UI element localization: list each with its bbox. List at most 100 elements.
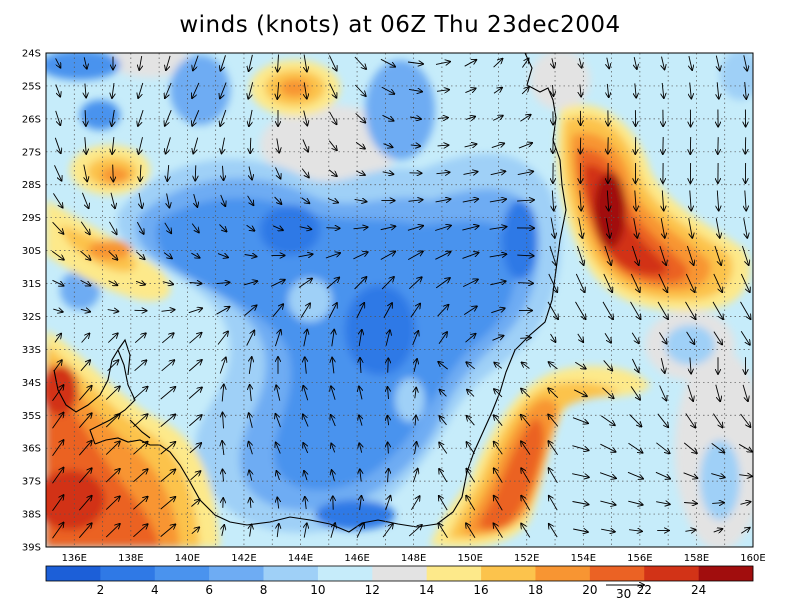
wind-arrow xyxy=(380,58,395,66)
wind-arrow xyxy=(388,443,389,454)
wind-arrow xyxy=(438,332,447,345)
wind-arrow xyxy=(250,498,251,508)
wind-arrow xyxy=(304,82,307,98)
wind-arrow xyxy=(328,303,337,319)
wind-arrow xyxy=(55,110,61,125)
wind-arrow xyxy=(605,218,610,238)
wind-arrow xyxy=(330,523,335,538)
wind-arrow xyxy=(332,330,334,347)
wind-arrow xyxy=(713,331,722,345)
wind-arrow xyxy=(188,308,202,314)
wind-arrow xyxy=(436,172,450,173)
wind-arrow xyxy=(359,443,361,453)
wind-arrow xyxy=(134,333,146,344)
wind-arrow xyxy=(140,164,141,181)
wind-arrow xyxy=(518,143,532,149)
wind-arrow xyxy=(688,218,693,238)
wind-arrow xyxy=(631,245,638,265)
wind-arrow xyxy=(220,109,227,126)
wind-arrow xyxy=(600,443,615,452)
wind-arrow xyxy=(741,528,749,534)
wind-arrow xyxy=(165,82,172,98)
wind-arrow xyxy=(604,245,611,265)
wind-arrow xyxy=(492,116,503,121)
wind-arrow xyxy=(602,387,613,398)
wind-arrow xyxy=(136,221,143,234)
wind-arrow xyxy=(85,137,86,154)
wind-arrow xyxy=(105,414,120,428)
wind-arrow xyxy=(163,252,172,259)
wind-arrow xyxy=(249,470,252,481)
wind-arrow xyxy=(549,524,558,538)
wind-arrow xyxy=(657,301,668,319)
wind-arrow xyxy=(494,523,503,538)
wind-arrow xyxy=(247,195,254,205)
colorbar-label: 6 xyxy=(205,583,213,597)
wind-arrow xyxy=(465,334,476,343)
wind-arrow xyxy=(517,283,533,284)
wind-arrow xyxy=(631,332,639,343)
wind-arrow xyxy=(493,88,502,94)
wind-arrow xyxy=(81,334,90,343)
wind-arrow xyxy=(414,359,417,373)
wind-arrow xyxy=(133,387,147,400)
wind-arrow xyxy=(160,469,176,482)
wind-arrow xyxy=(274,196,282,204)
lat-tick-label: 28S xyxy=(22,180,41,191)
wind-arrow xyxy=(466,362,475,370)
wind-arrow xyxy=(360,358,361,374)
wind-arrow xyxy=(466,496,476,511)
wind-arrow xyxy=(572,417,588,424)
wind-arrow xyxy=(108,281,118,285)
wind-arrow xyxy=(494,496,503,511)
wind-arrow xyxy=(548,441,558,456)
wind-arrow xyxy=(359,387,362,400)
wind-arrow xyxy=(326,278,339,289)
wind-arrow xyxy=(573,529,588,532)
wind-arrow xyxy=(222,441,224,456)
wind-arrow xyxy=(112,109,115,126)
wind-arrow xyxy=(165,110,172,126)
wind-arrow xyxy=(415,388,416,399)
wind-arrow xyxy=(521,389,531,398)
wind-arrow xyxy=(52,279,64,285)
wind-arrow xyxy=(440,390,447,397)
colorbar-swatch xyxy=(535,566,591,581)
graticule xyxy=(46,53,753,547)
wind-arrow xyxy=(627,471,643,478)
wind-arrow xyxy=(633,218,638,238)
wind-arrow xyxy=(54,165,62,180)
lat-tick-label: 39S xyxy=(22,543,41,554)
wind-arrow xyxy=(276,443,281,454)
wind-arrow xyxy=(548,273,557,292)
wind-arrow xyxy=(166,55,171,70)
wind-arrow xyxy=(85,110,86,126)
wind-arrow xyxy=(517,255,533,256)
lat-tick-label: 26S xyxy=(22,114,41,125)
wind-arrow xyxy=(494,363,502,369)
lat-tick-label: 36S xyxy=(22,444,41,455)
wind-arrow xyxy=(435,278,450,289)
wind-arrow xyxy=(220,194,226,206)
colorbar-frame xyxy=(45,565,754,582)
wind-arrow xyxy=(244,255,257,257)
wind-arrow xyxy=(607,57,609,69)
wind-arrow xyxy=(439,469,448,483)
wind-arrow xyxy=(491,308,504,314)
wind-arrow xyxy=(382,114,394,120)
wind-arrow xyxy=(683,442,697,453)
wind-arrow xyxy=(249,357,251,374)
wind-arrow xyxy=(437,305,449,317)
wind-arrow xyxy=(687,384,693,401)
lat-tick-label: 31S xyxy=(22,279,41,290)
wind-arrow xyxy=(80,309,90,311)
wind-arrow xyxy=(78,441,91,456)
wind-arrow xyxy=(435,62,450,65)
colorbar-swatch xyxy=(426,566,482,581)
wind-arrow xyxy=(492,336,504,341)
wind-arrow xyxy=(572,473,589,478)
wind-arrow xyxy=(657,413,668,427)
wind-arrow xyxy=(745,190,746,211)
wind-arrow xyxy=(548,388,559,399)
wind-arrow xyxy=(408,525,422,537)
